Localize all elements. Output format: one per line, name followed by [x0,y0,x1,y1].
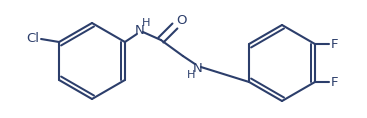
Text: N: N [135,23,145,36]
Text: H: H [187,70,195,80]
Text: H: H [142,18,150,28]
Text: Cl: Cl [26,32,39,44]
Text: F: F [331,38,338,51]
Text: N: N [193,61,203,74]
Text: F: F [331,76,338,88]
Text: O: O [177,15,187,27]
